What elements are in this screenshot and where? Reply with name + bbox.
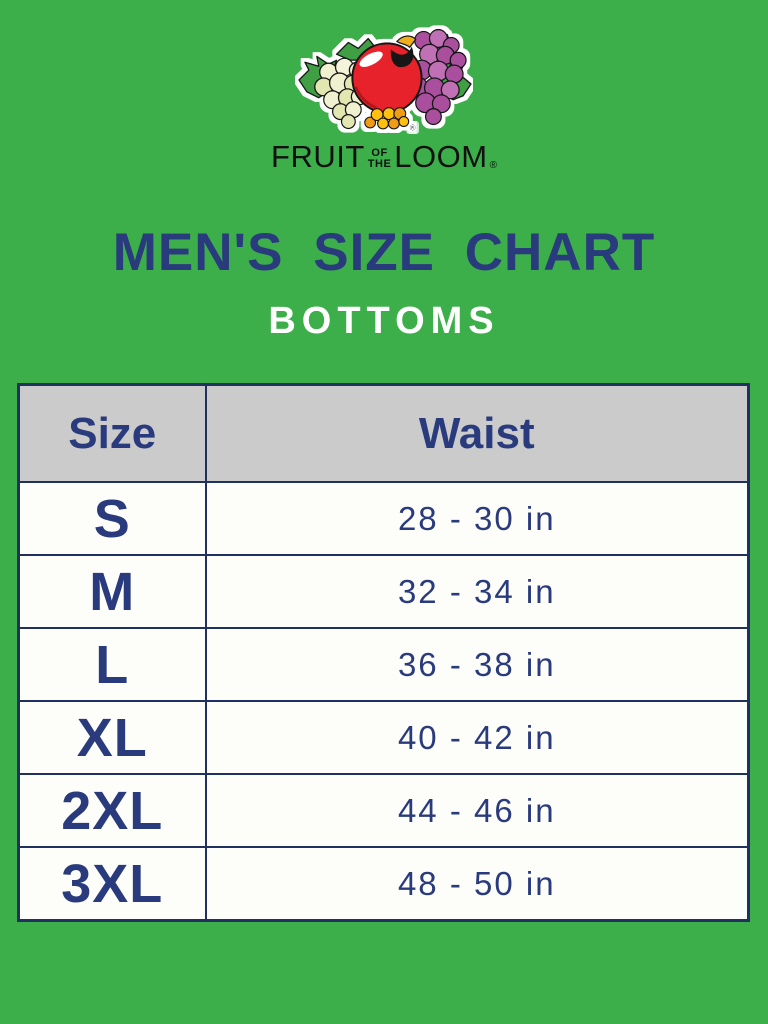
brand-wordmark: FRUIT OF THE LOOM ® <box>0 141 768 172</box>
page-title: MEN'S SIZE CHART <box>112 223 656 282</box>
table-row: XL 40 - 42 in <box>17 700 750 775</box>
table-row: S 28 - 30 in <box>17 481 750 556</box>
wordmark-of-the: OF THE <box>368 144 392 170</box>
wordmark-the: THE <box>367 157 392 170</box>
page-subtitle: BOTTOMS <box>268 300 500 342</box>
column-header-waist: Waist <box>204 383 750 483</box>
size-cell: M <box>17 554 207 629</box>
header-row: Size Waist <box>17 383 750 483</box>
column-header-size: Size <box>17 383 207 483</box>
fruit-of-the-loom-logo-icon: ® <box>298 28 472 132</box>
waist-cell: 40 - 42 in <box>204 700 750 775</box>
size-chart-table: Size Waist S 28 - 30 in M 32 - 34 in L 3… <box>17 383 750 922</box>
size-cell: 2XL <box>17 773 207 848</box>
fruit-cluster: ® <box>298 28 472 132</box>
waist-cell: 28 - 30 in <box>204 481 750 556</box>
size-cell: XL <box>17 700 207 775</box>
size-cell: 3XL <box>17 846 207 922</box>
wordmark-loom: LOOM <box>394 139 488 174</box>
table-row: M 32 - 34 in <box>17 554 750 629</box>
wordmark-fruit: FRUIT <box>271 139 365 174</box>
table-row: 2XL 44 - 46 in <box>17 773 750 848</box>
waist-cell: 44 - 46 in <box>204 773 750 848</box>
waist-cell: 48 - 50 in <box>204 846 750 922</box>
table-row: 3XL 48 - 50 in <box>17 846 750 922</box>
fruit-registered-icon: ® <box>410 123 416 132</box>
waist-cell: 36 - 38 in <box>204 627 750 702</box>
waist-cell: 32 - 34 in <box>204 554 750 629</box>
brand-logo: ® FRUIT OF THE LOOM ® <box>0 24 768 172</box>
table-row: L 36 - 38 in <box>17 627 750 702</box>
wordmark-of: OF <box>371 146 388 159</box>
size-cell: L <box>17 627 207 702</box>
size-cell: S <box>17 481 207 556</box>
registered-mark-icon: ® <box>489 160 497 171</box>
